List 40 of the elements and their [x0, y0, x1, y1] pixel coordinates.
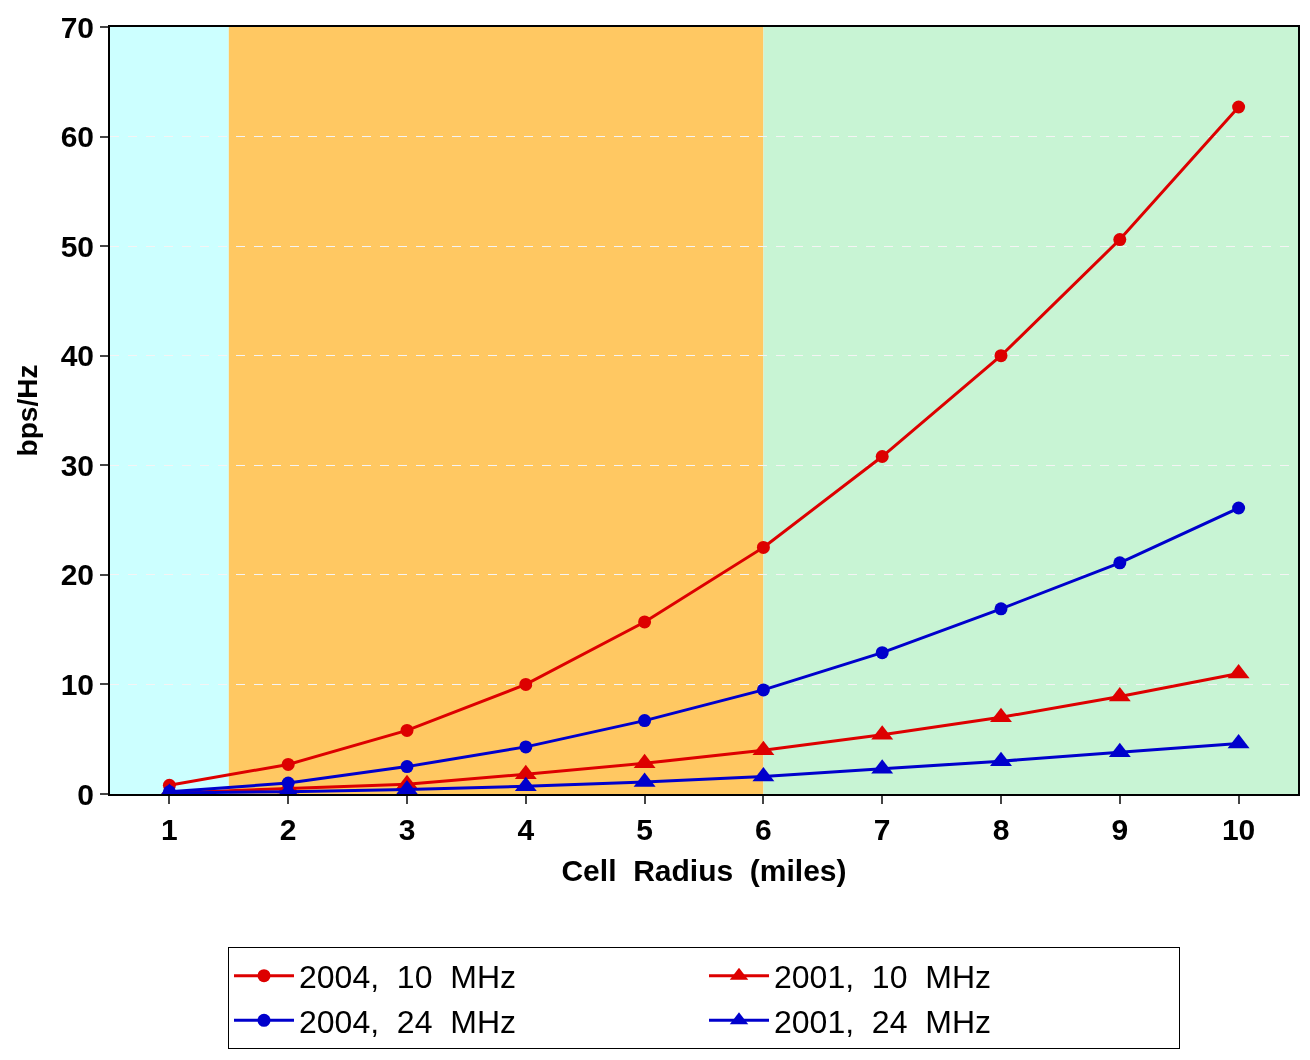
y-tick-label: 20: [60, 558, 94, 592]
y-tick-label: 60: [60, 120, 94, 154]
legend-label: 2004, 24 MHz: [299, 1003, 516, 1040]
point: [400, 723, 414, 737]
legend-label: 2004, 10 MHz: [299, 959, 516, 996]
point: [1232, 501, 1246, 515]
legend-label: 2001, 10 MHz: [774, 959, 991, 996]
y-tick-label: 0: [77, 777, 94, 811]
point: [519, 677, 533, 691]
x-tick-label: 8: [992, 813, 1010, 846]
point: [1113, 556, 1127, 570]
x-tick-label: 3: [398, 813, 416, 846]
point: [281, 757, 295, 771]
point: [1113, 233, 1127, 247]
y-axis-title: bps/Hz: [11, 364, 43, 457]
y-tick-label: 70: [60, 10, 94, 44]
x-axis-title: Cell Radius (miles): [561, 854, 847, 887]
point: [875, 646, 889, 660]
x-tick-label: 6: [755, 813, 772, 846]
point: [756, 540, 770, 554]
x-tick-label: 7: [873, 813, 891, 846]
point: [994, 349, 1008, 363]
point: [638, 615, 652, 629]
x-tick-label: 4: [517, 813, 535, 846]
y-tick-label: 30: [60, 448, 94, 482]
point: [990, 707, 1012, 723]
point: [638, 714, 652, 728]
x-tick-label: 1: [161, 813, 178, 846]
x-tick-label: 2: [279, 813, 297, 846]
point: [519, 740, 533, 754]
legend-label: 2001, 24 MHz: [774, 1003, 991, 1040]
x-tick-label: 10: [1221, 813, 1256, 846]
y-tick-label: 10: [60, 667, 94, 701]
y-tick-label: 40: [60, 339, 94, 373]
y-tick-label: 50: [60, 229, 94, 263]
x-tick-label: 5: [636, 813, 653, 846]
x-tick-label: 9: [1111, 813, 1129, 846]
point: [875, 450, 889, 464]
point: [756, 683, 770, 697]
point: [994, 602, 1008, 616]
